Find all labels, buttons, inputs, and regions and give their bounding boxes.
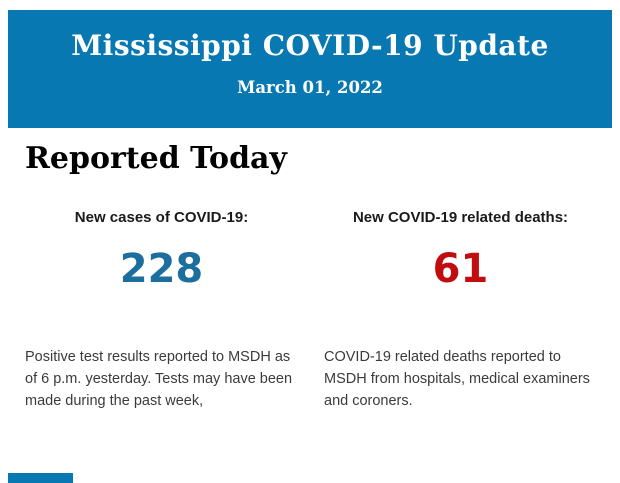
new-cases-value: 228 <box>119 246 204 292</box>
new-cases-description: Positive test results reported to MSDH a… <box>25 349 293 409</box>
report-date: March 01, 2022 <box>237 78 383 97</box>
stat-new-deaths: New COVID-19 related deaths: 61 COVID-19… <box>324 208 597 412</box>
page-title: Mississippi COVID-19 Update <box>71 29 549 62</box>
stats-columns: New cases of COVID-19: 228 Positive test… <box>25 208 597 412</box>
new-deaths-label: New COVID-19 related deaths: <box>352 209 569 226</box>
next-section-banner-edge <box>8 473 73 483</box>
new-cases-label: New cases of COVID-19: <box>74 209 249 226</box>
new-deaths-value: 61 <box>432 246 489 292</box>
stat-new-cases: New cases of COVID-19: 228 Positive test… <box>25 208 298 412</box>
header-banner: Mississippi COVID-19 Update March 01, 20… <box>8 10 612 128</box>
section-title-reported-today: Reported Today <box>25 141 287 176</box>
new-deaths-description: COVID-19 related deaths reported to MSDH… <box>324 349 590 409</box>
